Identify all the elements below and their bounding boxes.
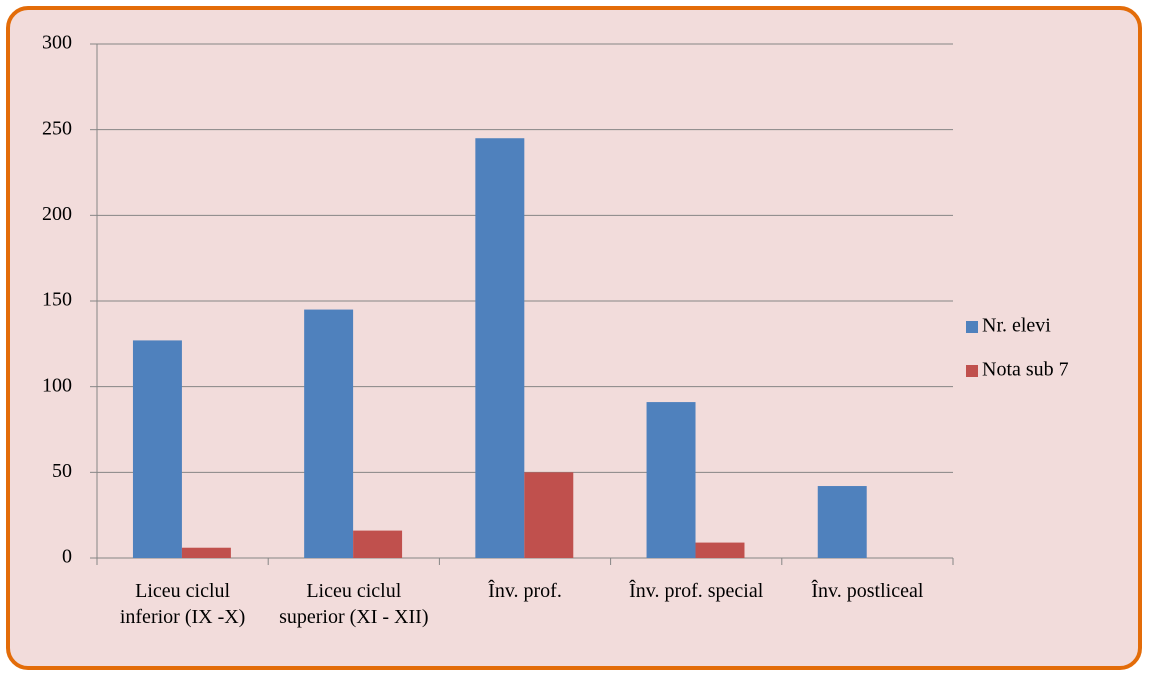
y-tick-label: 150 [42,289,72,311]
bar [181,547,231,558]
y-tick-label: 200 [42,203,72,225]
bar [475,138,525,558]
bar [132,340,182,558]
legend-label: Nota sub 7 [982,359,1069,381]
x-tick-label: Liceu ciclul inferior (IX -X) [119,580,246,628]
bar [524,472,574,558]
x-tick-label: Înv. postliceal [811,580,924,602]
y-tick-label: 300 [42,32,72,54]
legend-swatch [966,365,978,377]
y-tick-label: 50 [52,460,72,482]
x-tick-label: Înv. prof. [488,580,562,602]
bar [817,486,867,558]
bar [646,402,696,558]
bar [304,309,354,558]
y-tick-label: 250 [42,117,72,139]
legend-swatch [966,321,978,333]
legend-label: Nr. elevi [982,315,1051,337]
x-tick-label: Înv. prof. special [629,580,764,602]
bar [695,542,745,558]
y-tick-label: 100 [42,374,72,396]
y-tick-label: 0 [62,546,72,568]
x-tick-label: Liceu ciclul superior (XI - XII) [279,580,429,628]
bar [353,530,403,558]
